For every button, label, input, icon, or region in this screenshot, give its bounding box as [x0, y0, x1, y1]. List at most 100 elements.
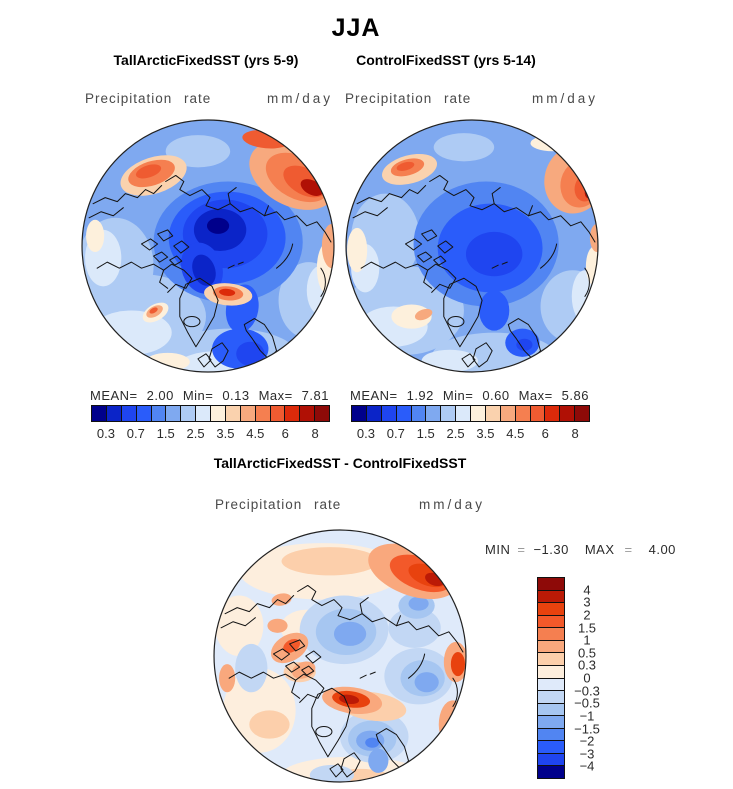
tick-label: 3 [583, 594, 591, 610]
tick-label: 4 [583, 582, 591, 598]
tick-label: 2.5 [186, 426, 205, 441]
colorbar-cell [538, 766, 564, 778]
colorbar-cell [255, 406, 271, 421]
tick-label: 0.7 [126, 426, 145, 441]
colorbar-cell [515, 406, 531, 421]
map3-contours [214, 530, 466, 782]
panel2-title: ControlFixedSST (yrs 5-14) [356, 52, 536, 68]
tick-label: −0.5 [574, 695, 600, 711]
max-label: Max= [518, 388, 553, 403]
tick-label: 1.5 [156, 426, 175, 441]
tick-label: 2.5 [446, 426, 465, 441]
min-value: −1.30 [533, 542, 569, 557]
colorbar-cell [538, 615, 564, 629]
tick-label: −1 [579, 708, 595, 724]
map1-outline [81, 119, 335, 373]
colorbar-cell [538, 628, 564, 641]
difference-variable-label: Precipitation rate [215, 497, 342, 512]
equals-sign: = [517, 542, 526, 557]
panel2-colorbar-ticks: 0.3 0.7 1.5 2.5 3.5 4.5 6 8 [351, 426, 590, 441]
tick-label: 0 [583, 670, 591, 686]
colorbar-cell [166, 406, 182, 421]
colorbar-cell [181, 406, 197, 421]
difference-title: TallArcticFixedSST - ControlFixedSST [213, 455, 467, 471]
colorbar-cell [500, 406, 516, 421]
colorbar-cell [538, 703, 564, 717]
tick-label: 8 [571, 426, 579, 441]
colorbar-cell [196, 406, 211, 421]
tick-label: −4 [579, 758, 595, 774]
tick-label: 1.5 [416, 426, 435, 441]
colorbar-cell [300, 406, 316, 421]
mean-label: MEAN= [350, 388, 398, 403]
colorbar-cell [92, 406, 107, 421]
min-label: Min= [442, 388, 474, 403]
panel1-units-label: mm/day [266, 91, 333, 106]
colorbar-cell [211, 406, 226, 421]
tick-label: 3.5 [476, 426, 495, 441]
difference-minmax: MIN = −1.30 MAX = 4.00 [485, 542, 676, 557]
tick-label: 6 [281, 426, 289, 441]
colorbar-cell [538, 728, 564, 742]
tick-label: −2 [579, 733, 595, 749]
colorbar-cell [426, 406, 442, 421]
colorbar-cell [485, 406, 501, 421]
mean-label: MEAN= [90, 388, 138, 403]
colorbar-cell [538, 691, 564, 704]
max-value: 4.00 [648, 542, 676, 557]
tick-label: 2 [583, 607, 591, 623]
tick-label: 1.5 [577, 620, 597, 635]
mean-value: 2.00 [146, 388, 174, 403]
tick-label: 0.5 [577, 645, 597, 661]
map3-outline [213, 529, 467, 783]
colorbar-cell [560, 406, 576, 421]
colorbar-cell [121, 406, 137, 421]
panel1-colorbar [91, 405, 330, 422]
colorbar-cell [151, 406, 167, 421]
tick-label: 0.3 [356, 426, 375, 441]
tick-label: −0.3 [574, 683, 600, 699]
colorbar-cell [538, 665, 564, 679]
colorbar-cell [456, 406, 471, 421]
colorbar-cell [538, 678, 564, 692]
difference-colorbar [537, 577, 565, 779]
colorbar-cell [538, 590, 564, 604]
tick-label: −3 [579, 746, 595, 762]
panel1-stats: MEAN= 2.00 Min= 0.13 Max= 7.81 [90, 388, 329, 403]
colorbar-cell [411, 406, 427, 421]
season-title: JJA [331, 14, 381, 42]
panel2-colorbar [351, 405, 590, 422]
panel2-variable-label: Precipitation rate [345, 91, 472, 106]
colorbar-cell [352, 406, 367, 421]
min-value: 0.60 [482, 388, 510, 403]
colorbar-cell [270, 406, 286, 421]
tick-label: 8 [311, 426, 319, 441]
tick-label: −1.5 [574, 721, 600, 736]
min-label: Min= [182, 388, 214, 403]
tick-label: 1 [583, 632, 591, 648]
panel1-colorbar-ticks: 0.3 0.7 1.5 2.5 3.5 4.5 6 8 [91, 426, 330, 441]
colorbar-cell [538, 716, 564, 729]
colorbar-cell [538, 640, 564, 654]
colorbar-cell [538, 578, 564, 591]
map1-contours [82, 120, 334, 372]
colorbar-cell [381, 406, 397, 421]
map2-outline [345, 119, 599, 373]
map2-contours [346, 120, 598, 372]
min-value: 0.13 [222, 388, 250, 403]
panel1-variable-label: Precipitation rate [85, 91, 212, 106]
colorbar-cell [441, 406, 457, 421]
colorbar-cell [240, 406, 256, 421]
panel2-units-label: mm/day [531, 91, 598, 106]
difference-colorbar-ticks: 4 3 2 1.5 1 0.5 0.3 0 −0.3 −0.5 −1 −1.5 −2 −3 −4 [566, 577, 608, 779]
max-label: MAX [584, 542, 615, 557]
colorbar-cell [538, 741, 564, 754]
colorbar-cell [106, 406, 122, 421]
colorbar-cell [366, 406, 382, 421]
tick-label: 6 [541, 426, 549, 441]
tick-label: 3.5 [216, 426, 235, 441]
colorbar-cell [530, 406, 546, 421]
max-label: Max= [258, 388, 293, 403]
tick-label: 4.5 [506, 426, 525, 441]
